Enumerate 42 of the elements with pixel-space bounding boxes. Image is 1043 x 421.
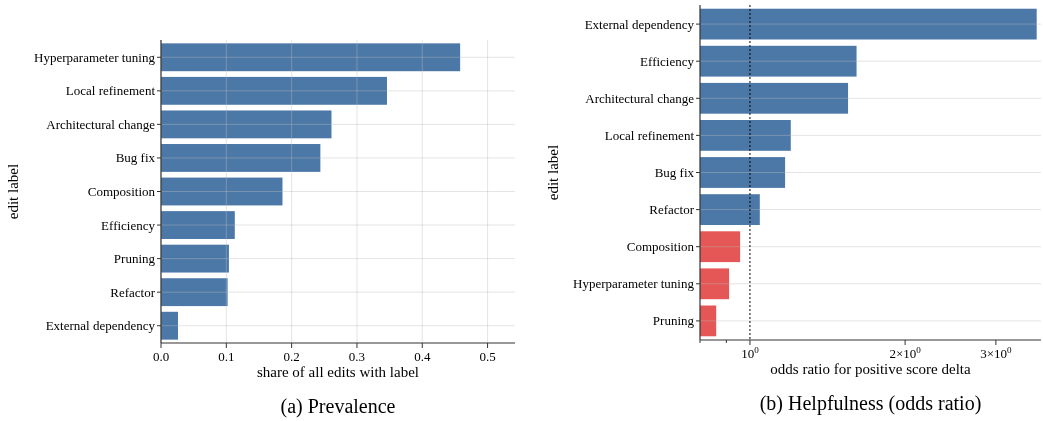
y-tick-label: Bug fix [115, 150, 156, 166]
x-axis-title: odds ratio for positive score delta [770, 361, 972, 377]
y-tick-label: External dependency [45, 318, 156, 334]
x-tick-label: 2×10$^{0}$ [889, 345, 922, 361]
y-tick-label: Bug fix [654, 165, 695, 181]
bar [161, 76, 387, 105]
x-tick-label: 0.4 [414, 349, 431, 364]
y-axis-title: edit label [545, 144, 561, 201]
x-tick-label: 0.2 [283, 349, 300, 364]
y-tick-label: Local refinement [65, 83, 156, 99]
bar [161, 278, 228, 307]
y-tick-label: Composition [626, 239, 695, 255]
text: (a) Prevalence [280, 395, 396, 418]
bar [161, 110, 332, 139]
y-tick-label: Efficiency [101, 217, 156, 233]
y-tick-label: Hyperparameter tuning [34, 49, 156, 65]
bar [161, 43, 461, 72]
x-tick-label: 0.3 [348, 349, 366, 364]
bar [161, 144, 321, 172]
x-tick-label: 0.5 [479, 349, 496, 364]
y-tick-label: Refactor [110, 284, 156, 300]
y-tick-label: Efficiency [640, 53, 695, 69]
y-tick-label: Pruning [652, 313, 695, 329]
y-tick-label: External dependency [584, 16, 695, 32]
bar [161, 244, 229, 273]
y-tick-label: Hyperparameter tuning [573, 276, 695, 292]
text: (b) Helpfulness (odds ratio) [759, 392, 982, 415]
bar [161, 211, 235, 239]
bar [161, 177, 283, 206]
y-tick-label: Pruning [113, 251, 156, 267]
y-tick-label: Local refinement [604, 127, 695, 143]
y-tick-label: Architectural change [46, 116, 156, 132]
bar [161, 311, 178, 340]
x-tick-label: 0.1 [218, 349, 235, 364]
y-tick-label: Architectural change [585, 90, 695, 106]
x-tick-label: 10$^{0}$ [741, 345, 760, 361]
x-tick-label: 0.0 [152, 349, 170, 364]
x-axis-title: share of all edits with label [256, 364, 420, 380]
x-tick-label: 3×10$^{0}$ [980, 345, 1013, 361]
y-axis-title: edit label [5, 163, 21, 220]
y-tick-label: Composition [87, 184, 156, 200]
y-tick-label: Refactor [649, 202, 695, 218]
